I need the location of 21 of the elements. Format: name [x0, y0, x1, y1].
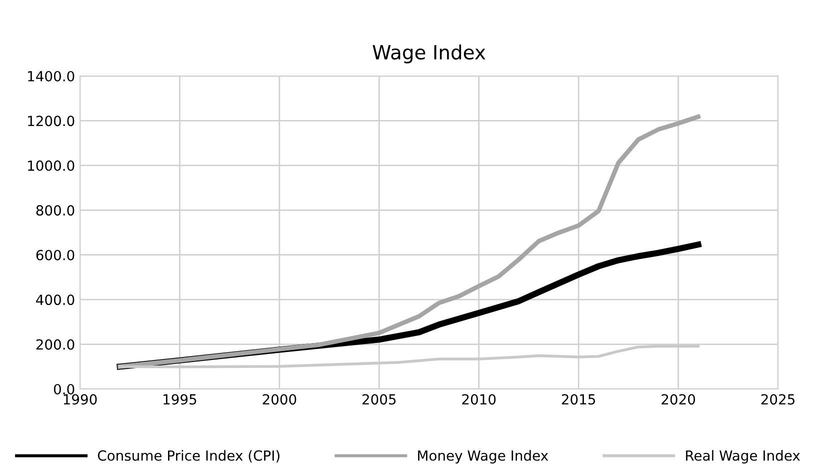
y-tick-label: 1400.0 [28, 70, 74, 82]
y-tick-label: 0.0 [54, 384, 74, 394]
x-tick-label: 1990 [64, 394, 97, 405]
x-tick-label: 2005 [362, 394, 396, 405]
x-tick-label: 2025 [761, 394, 794, 405]
legend-label: Money Wage Index [418, 450, 548, 464]
legend-label: Consume Price Index (CPI) [98, 450, 280, 462]
x-tick-label: 2015 [562, 394, 596, 405]
y-tick-label: 800.0 [36, 205, 74, 216]
y-tick-label: 200.0 [36, 339, 74, 350]
y-tick-label: 1200.0 [28, 116, 74, 126]
y-tick-label: 600.0 [36, 250, 74, 260]
line-series [118, 114, 700, 369]
chart-title: Wage Index [372, 44, 486, 64]
x-tick-label: 2010 [462, 394, 496, 405]
x-tick-label: 2000 [262, 394, 296, 405]
y-tick-label: 1000.0 [28, 160, 74, 171]
legend-label: Real Wage Index [686, 450, 800, 464]
y-tick-label: 400.0 [36, 294, 74, 306]
x-tick-label: 1995 [164, 394, 196, 405]
x-tick-label: 2020 [662, 394, 696, 405]
